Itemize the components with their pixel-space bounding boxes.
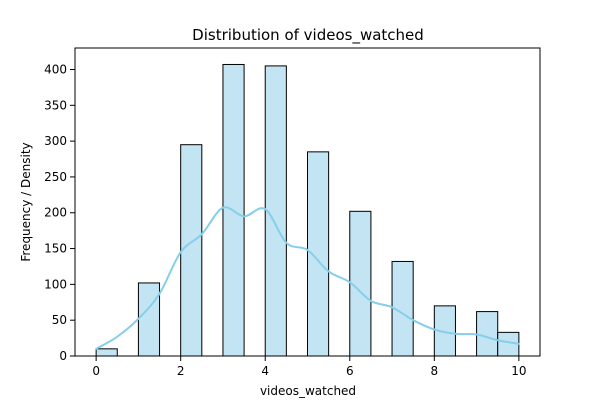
kde-line <box>95 206 520 350</box>
x-tick-label: 2 <box>177 364 185 378</box>
histogram-bar <box>137 282 161 357</box>
x-tick-label: 10 <box>511 364 526 378</box>
y-tick-label: 400 <box>44 62 67 76</box>
axes-frame <box>74 47 541 357</box>
x-axis-label: videos_watched <box>260 384 356 398</box>
histogram-bar <box>95 348 118 357</box>
x-tick-label: 4 <box>261 364 269 378</box>
x-tick-label: 0 <box>92 364 100 378</box>
y-tick-label: 300 <box>44 134 67 148</box>
y-tick-label: 0 <box>59 349 67 363</box>
y-tick-label: 100 <box>44 277 67 291</box>
chart-title: Distribution of videos_watched <box>192 26 424 45</box>
y-tick-label: 150 <box>44 242 67 256</box>
x-tick-label: 8 <box>430 364 438 378</box>
histogram-bar <box>180 144 203 357</box>
y-tick-label: 50 <box>52 313 67 327</box>
y-tick-label: 350 <box>44 98 67 112</box>
x-tick-label: 6 <box>346 364 354 378</box>
histogram-bar <box>476 311 499 357</box>
y-tick-label: 250 <box>44 170 67 184</box>
y-axis-label: Frequency / Density <box>19 142 33 261</box>
y-tick-label: 200 <box>44 206 67 220</box>
